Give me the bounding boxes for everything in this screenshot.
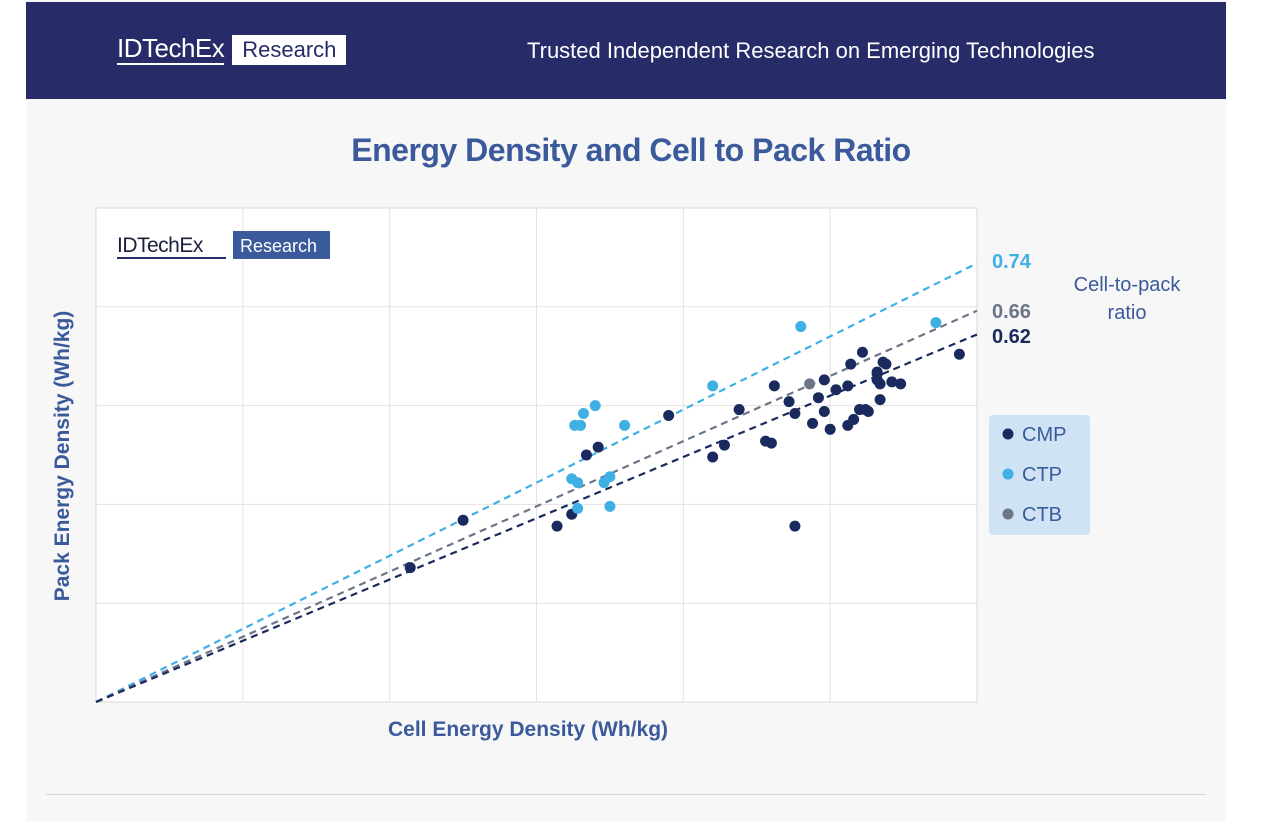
legend-marker-ctb [1002,508,1014,520]
watermark-badge [233,231,330,259]
data-point-ctb [804,378,816,390]
data-point-cmp [783,396,795,408]
legend-marker-ctp [1002,468,1014,480]
data-point-cmp [874,378,886,390]
data-point-cmp [862,406,874,418]
data-point-cmp [818,374,830,386]
data-point-ctp [707,380,719,392]
data-point-cmp [663,409,675,421]
data-point-ctp [589,400,601,412]
data-point-cmp [580,449,592,461]
data-point-cmp [856,346,868,358]
data-point-cmp [812,392,824,404]
data-point-ctp [604,471,616,483]
data-point-cmp [953,348,965,360]
data-point-cmp [818,406,830,418]
data-point-cmp [733,404,745,416]
footer-divider [46,794,1206,795]
legend-label-ctb: CTB [1022,504,1062,526]
data-point-ctp [930,317,942,329]
header-brand-text: IDTechEx [117,33,225,65]
data-point-cmp [845,358,857,370]
header-logo[interactable]: IDTechEx Research [117,33,347,65]
legend-label-cmp: CMP [1022,424,1066,446]
ratio-label-ctp: 0.74 [992,251,1032,273]
data-point-cmp [874,394,886,406]
data-point-cmp [404,562,416,574]
data-point-cmp [880,358,892,370]
data-point-cmp [848,413,860,425]
header-research-badge: Research [232,34,347,65]
legend-label-ctp: CTP [1022,464,1062,486]
x-axis-label: Cell Energy Density (Wh/kg) [388,718,669,741]
ratio-line-ctp [95,262,978,703]
ratio-line-ctb [95,309,978,704]
data-point-cmp [551,520,563,532]
data-point-ctp [619,419,631,431]
watermark-research: Research [240,236,317,256]
data-point-cmp [707,451,719,463]
legend-marker-cmp [1002,428,1014,440]
data-point-ctp [604,500,616,512]
data-point-cmp [886,376,898,388]
data-point-ctp [795,321,807,333]
data-point-cmp [842,380,854,392]
watermark-brand: IDTechEx [117,234,204,257]
header-tagline: Trusted Independent Research on Emerging… [527,38,1095,63]
data-point-ctp [575,419,587,431]
ratio-title-line-2: ratio [1108,302,1147,324]
data-point-cmp [789,520,801,532]
ratio-title-line-1: Cell-to-pack [1074,274,1182,296]
data-point-cmp [807,417,819,429]
data-point-cmp [765,437,777,449]
site-header [26,2,1226,99]
ratio-line-cmp [95,333,978,704]
ratio-label-ctb: 0.66 [992,301,1031,323]
data-point-ctp [572,502,584,514]
chart-title: Energy Density and Cell to Pack Ratio [351,132,911,168]
data-point-cmp [895,378,907,390]
data-point-ctp [572,477,584,489]
data-point-cmp [592,441,604,453]
ratio-label-cmp: 0.62 [992,326,1031,348]
data-point-cmp [824,423,836,435]
data-point-cmp [718,439,730,451]
legend-box [989,415,1090,535]
data-point-ctp [577,408,589,420]
data-point-cmp [768,380,780,392]
data-point-cmp [789,408,801,420]
data-point-cmp [457,514,469,526]
data-point-cmp [830,384,842,396]
